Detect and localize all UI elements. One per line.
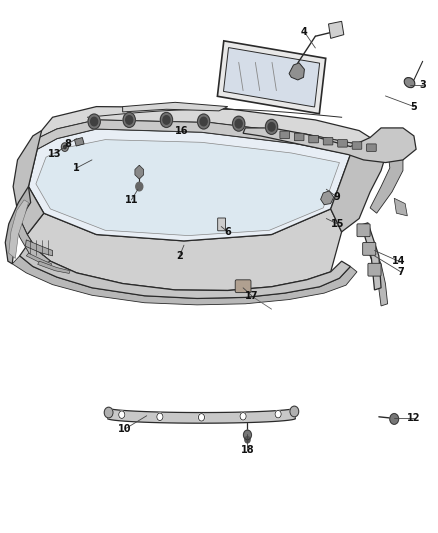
FancyBboxPatch shape	[338, 140, 347, 147]
Text: 9: 9	[334, 192, 341, 202]
Text: 1: 1	[73, 163, 80, 173]
Text: 13: 13	[48, 149, 61, 158]
Polygon shape	[37, 120, 361, 155]
Circle shape	[390, 414, 399, 424]
Text: 3: 3	[419, 80, 426, 90]
Polygon shape	[12, 256, 357, 305]
Circle shape	[126, 116, 133, 124]
Polygon shape	[368, 248, 388, 306]
Circle shape	[233, 116, 245, 131]
Polygon shape	[243, 128, 416, 163]
Circle shape	[104, 407, 113, 418]
FancyBboxPatch shape	[352, 142, 362, 149]
Circle shape	[163, 116, 170, 124]
Circle shape	[64, 146, 66, 149]
Circle shape	[136, 182, 143, 191]
Polygon shape	[223, 47, 320, 107]
Polygon shape	[321, 191, 334, 205]
Polygon shape	[37, 107, 370, 145]
FancyBboxPatch shape	[309, 135, 318, 143]
Circle shape	[290, 406, 299, 417]
Text: 15: 15	[331, 219, 344, 229]
Polygon shape	[394, 198, 407, 216]
Circle shape	[235, 119, 242, 128]
Circle shape	[240, 413, 246, 420]
Circle shape	[275, 410, 281, 418]
FancyBboxPatch shape	[357, 224, 370, 237]
FancyBboxPatch shape	[323, 138, 333, 145]
Text: 10: 10	[118, 424, 131, 434]
Text: 11: 11	[125, 195, 138, 205]
Text: 5: 5	[410, 102, 417, 111]
Text: 17: 17	[245, 291, 258, 301]
FancyBboxPatch shape	[367, 144, 376, 151]
Circle shape	[123, 112, 135, 127]
Polygon shape	[123, 102, 228, 112]
Polygon shape	[36, 140, 339, 236]
Polygon shape	[331, 138, 388, 232]
Polygon shape	[28, 129, 350, 241]
Polygon shape	[361, 223, 381, 290]
Polygon shape	[108, 408, 295, 423]
Polygon shape	[38, 261, 70, 273]
Polygon shape	[74, 138, 84, 146]
Polygon shape	[13, 131, 44, 235]
Ellipse shape	[404, 78, 415, 87]
Text: 12: 12	[407, 414, 420, 423]
Polygon shape	[135, 165, 144, 179]
Polygon shape	[20, 245, 350, 298]
Polygon shape	[289, 63, 304, 80]
Text: 18: 18	[240, 446, 254, 455]
Circle shape	[91, 117, 98, 126]
Polygon shape	[26, 253, 52, 266]
Text: 8: 8	[64, 139, 71, 149]
Circle shape	[198, 414, 205, 421]
Polygon shape	[25, 240, 53, 256]
Circle shape	[119, 411, 125, 418]
Polygon shape	[5, 187, 31, 264]
Circle shape	[88, 114, 100, 129]
Circle shape	[157, 413, 163, 421]
Circle shape	[265, 119, 278, 134]
Text: 6: 6	[224, 227, 231, 237]
FancyBboxPatch shape	[280, 131, 290, 139]
Polygon shape	[9, 200, 28, 259]
Polygon shape	[27, 209, 342, 290]
Circle shape	[268, 123, 275, 131]
Text: 2: 2	[176, 251, 183, 261]
FancyBboxPatch shape	[235, 280, 251, 293]
Text: 16: 16	[175, 126, 188, 135]
Polygon shape	[13, 216, 50, 264]
Circle shape	[198, 114, 210, 129]
Text: 4: 4	[301, 27, 308, 37]
Circle shape	[200, 117, 207, 126]
FancyBboxPatch shape	[294, 133, 304, 141]
Circle shape	[160, 112, 173, 127]
Text: 7: 7	[397, 267, 404, 277]
Text: 14: 14	[392, 256, 405, 266]
Polygon shape	[328, 21, 344, 38]
FancyBboxPatch shape	[363, 243, 376, 255]
FancyBboxPatch shape	[218, 218, 226, 231]
Circle shape	[61, 143, 68, 151]
Polygon shape	[217, 41, 326, 114]
Circle shape	[245, 437, 250, 443]
Polygon shape	[370, 139, 403, 213]
Circle shape	[244, 430, 251, 440]
FancyBboxPatch shape	[368, 263, 381, 276]
